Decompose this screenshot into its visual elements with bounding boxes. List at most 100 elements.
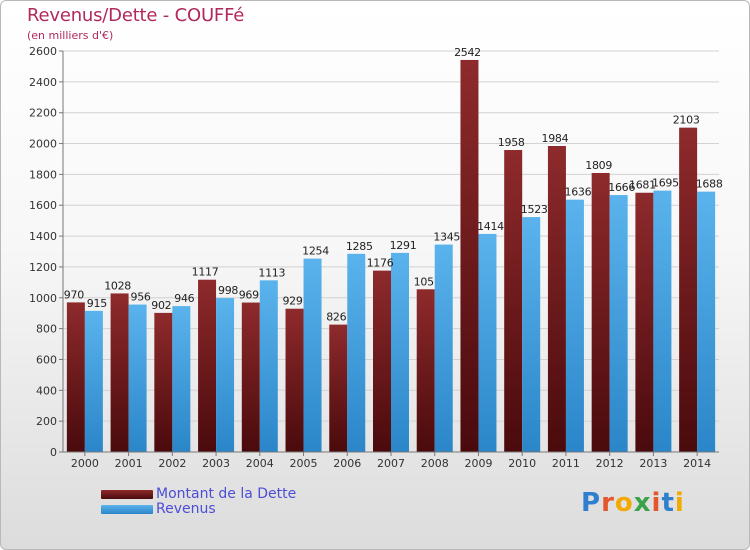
x-tick-label: 2009 — [464, 457, 492, 470]
logo-letter: i — [674, 488, 685, 518]
bar-dette — [373, 270, 391, 452]
data-label-revenus: 1285 — [346, 240, 373, 253]
y-tick-label: 1200 — [29, 261, 57, 274]
x-tick-label: 2008 — [421, 457, 449, 470]
x-tick-label: 2013 — [639, 457, 667, 470]
y-tick-label: 1800 — [29, 168, 57, 181]
data-label-revenus: 1523 — [521, 203, 548, 216]
data-label-revenus: 1291 — [390, 239, 417, 252]
x-tick-label: 2003 — [202, 457, 230, 470]
y-tick-label: 2400 — [29, 76, 57, 89]
bar-revenus — [522, 217, 541, 452]
y-tick-label: 1400 — [29, 230, 57, 243]
data-label-dette: 105 — [414, 275, 434, 288]
data-label-dette: 1117 — [192, 266, 219, 279]
bar-revenus — [128, 304, 147, 452]
bar-dette — [198, 279, 217, 452]
data-label-revenus: 1688 — [696, 178, 723, 191]
bar-dette — [329, 324, 348, 452]
proxiti-logo: Proxiti — [581, 488, 685, 518]
bar-revenus — [259, 280, 278, 452]
data-label-dette: 1984 — [542, 132, 569, 145]
y-tick-label: 600 — [36, 353, 57, 366]
bar-revenus — [609, 195, 628, 452]
data-label-revenus: 956 — [131, 291, 151, 304]
data-label-revenus: 946 — [174, 292, 194, 305]
bar-dette — [591, 172, 610, 453]
data-label-revenus: 998 — [218, 284, 238, 297]
bar-revenus — [697, 191, 716, 453]
bar-dette — [416, 289, 435, 452]
x-tick-label: 2006 — [333, 457, 361, 470]
bar-revenus — [172, 306, 191, 452]
x-tick-label: 2007 — [377, 457, 405, 470]
logo-letter: t — [661, 488, 675, 518]
data-label-dette: 1809 — [585, 159, 612, 172]
data-label-dette: 902 — [151, 299, 171, 312]
bar-revenus — [434, 244, 453, 452]
data-label-dette: 969 — [239, 289, 259, 302]
data-label-revenus: 1113 — [258, 266, 285, 279]
logo-letter: o — [614, 488, 634, 518]
bar-revenus — [653, 190, 672, 452]
logo-letter: P — [581, 488, 602, 518]
x-tick-label: 2014 — [683, 457, 711, 470]
x-tick-label: 2004 — [246, 457, 274, 470]
logo-letter: x — [633, 488, 652, 518]
x-tick-label: 2001 — [115, 457, 143, 470]
bar-dette — [241, 302, 260, 452]
bar-revenus — [391, 252, 409, 452]
x-tick-label: 2010 — [508, 457, 536, 470]
bar-dette — [285, 308, 304, 452]
chart-title: Revenus/Dette - COUFFé — [27, 5, 245, 26]
data-label-dette: 1681 — [629, 179, 656, 192]
data-label-dette: 826 — [326, 311, 346, 324]
bar-revenus — [347, 253, 366, 452]
legend-swatch-revenus — [101, 505, 153, 514]
data-label-dette: 929 — [282, 295, 302, 308]
bar-dette — [679, 127, 698, 452]
y-tick-label: 2000 — [29, 138, 57, 151]
bar-dette — [635, 192, 654, 452]
bar-dette — [460, 59, 479, 453]
bar-dette — [110, 293, 129, 452]
data-label-revenus: 1636 — [565, 186, 592, 199]
logo-letter: r — [601, 488, 615, 518]
data-label-dette: 970 — [64, 288, 84, 301]
bar-dette — [504, 150, 523, 452]
legend-swatch-dette — [101, 490, 153, 499]
bar-revenus — [565, 199, 584, 452]
legend-label-revenus: Revenus — [156, 501, 216, 517]
bar-dette — [66, 302, 85, 452]
data-label-dette: 1028 — [104, 279, 131, 292]
bar-revenus — [84, 310, 103, 452]
bar-revenus — [303, 258, 322, 452]
bar-revenus — [216, 298, 235, 452]
data-label-revenus: 1345 — [433, 231, 460, 244]
bar-revenus — [478, 233, 497, 452]
y-tick-label: 2200 — [29, 107, 57, 120]
data-label-revenus: 1695 — [652, 177, 679, 190]
x-tick-label: 2000 — [71, 457, 99, 470]
logo-letter: i — [651, 488, 662, 518]
data-label-dette: 1958 — [498, 136, 525, 149]
y-tick-label: 1600 — [29, 199, 57, 212]
data-label-dette: 1176 — [367, 257, 394, 270]
data-label-revenus: 1414 — [477, 220, 504, 233]
data-label-revenus: 1254 — [302, 245, 329, 258]
data-label-revenus: 915 — [87, 297, 107, 310]
bar-dette — [547, 146, 566, 452]
y-tick-label: 800 — [36, 323, 57, 336]
bar-dette — [154, 312, 173, 452]
data-label-dette: 2542 — [454, 46, 481, 59]
x-tick-label: 2002 — [158, 457, 186, 470]
data-label-revenus: 1666 — [608, 181, 635, 194]
y-tick-label: 400 — [36, 384, 57, 397]
data-label-dette: 2103 — [673, 114, 700, 127]
y-tick-label: 2600 — [29, 45, 57, 58]
x-tick-label: 2012 — [596, 457, 624, 470]
y-tick-label: 1000 — [29, 292, 57, 305]
legend-label-dette: Montant de la Dette — [156, 486, 297, 502]
